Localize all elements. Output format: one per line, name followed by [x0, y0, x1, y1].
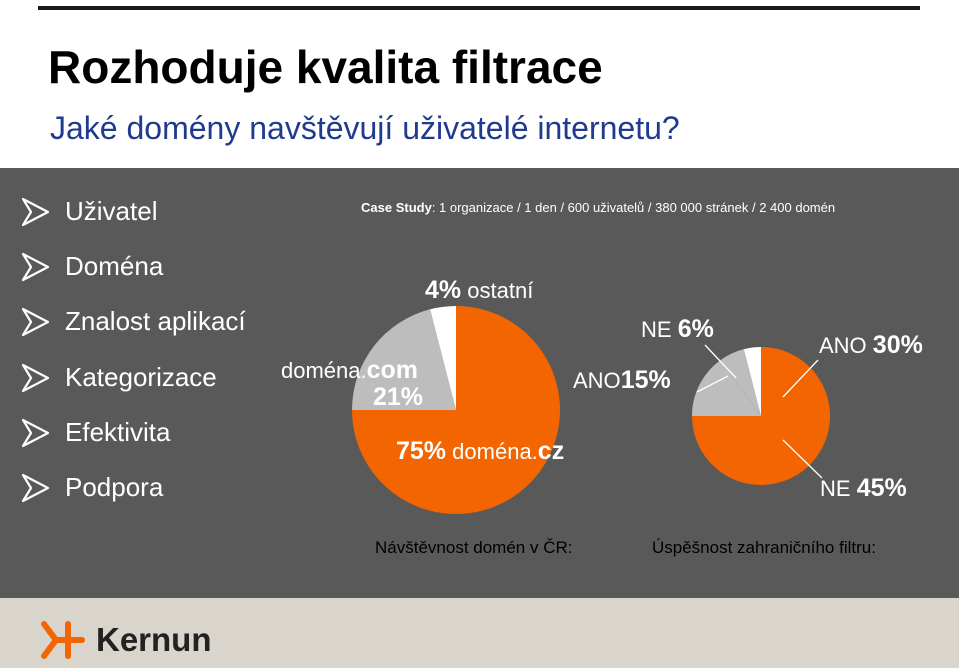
- arrowhead-bullet-icon: [21, 473, 50, 502]
- pie-slice-dom-na-com-1: [352, 309, 456, 410]
- label-ne6-pct: 6%: [677, 315, 714, 343]
- menu-item-podpora[interactable]: Podpora: [20, 472, 163, 503]
- menu-item-label: Uživatel: [65, 196, 158, 226]
- menu-item-label: Doména: [65, 251, 164, 281]
- label-ne45-pct: 45%: [856, 474, 907, 502]
- case-study-text: : 1 organizace / 1 den / 600 uživatelů /…: [431, 200, 836, 215]
- label-ostatni-pct: 4%: [425, 276, 462, 304]
- label-com-name-a: doména.: [281, 358, 367, 383]
- menu-item-kategorizace[interactable]: Kategorizace: [20, 362, 217, 393]
- label-com-pct: 21%: [373, 383, 423, 412]
- menu-item-label: Podpora: [65, 472, 164, 502]
- kernun-asterisk-icon: [41, 621, 85, 659]
- label-ne-45: NE 45%: [820, 474, 907, 503]
- menu-item-uzivatel[interactable]: Uživatel: [20, 196, 157, 227]
- label-cz-name-b: cz: [537, 437, 565, 465]
- pie-slice-blank-4: [743, 347, 761, 416]
- leader-line-ano-15: [696, 375, 729, 393]
- menu-item-efektivita[interactable]: Efektivita: [20, 417, 171, 448]
- pie-slice-ostatn--2: [430, 306, 456, 410]
- arrowhead-bullet-icon: [21, 197, 50, 226]
- pie-chart-filter-success: [692, 347, 831, 486]
- label-cz-pct: 75%: [396, 437, 447, 465]
- pie-slice-ano-2: [692, 360, 761, 416]
- label-ostatni: 4% ostatní: [425, 276, 533, 305]
- pie-slice-ne-1: [692, 416, 827, 486]
- label-com-pct-value: 21%: [373, 383, 424, 411]
- menu-item-label: Efektivita: [65, 417, 171, 447]
- label-com-name-b: com: [366, 356, 419, 384]
- pie-chart-domain-traffic: [352, 306, 560, 514]
- arrowhead-bullet-icon: [21, 418, 50, 447]
- label-ano15-pct: 15%: [620, 366, 671, 394]
- label-ano30-word: ANO: [819, 333, 873, 358]
- leader-line-ne-45: [782, 439, 823, 479]
- chart1-caption: Návštěvnost domén v ČR:: [375, 538, 573, 557]
- menu-item-domena[interactable]: Doména: [20, 251, 163, 282]
- footer-bar: Kernun: [0, 598, 959, 668]
- case-study-line: Case Study: 1 organizace / 1 den / 600 u…: [361, 200, 835, 215]
- top-rule: [38, 6, 920, 10]
- label-cz-name-a: doména.: [452, 439, 538, 464]
- logo-text: Kernun: [96, 621, 212, 658]
- page-title: Rozhoduje kvalita filtrace: [48, 41, 603, 93]
- chart2-caption: Úspěšnost zahraničního filtru:: [652, 538, 876, 557]
- label-ano15-word: ANO: [573, 368, 621, 393]
- arrowhead-bullet-icon: [21, 307, 50, 336]
- leader-line-ano-30: [782, 359, 819, 398]
- leader-lines: [696, 344, 823, 479]
- pie-slice-ne-3: [720, 349, 761, 416]
- menu-item-label: Znalost aplikací: [65, 306, 246, 336]
- pie-slice-ano-0: [761, 347, 831, 438]
- arrowhead-bullet-icon: [21, 252, 50, 281]
- label-doména-cz: 75% doména.cz: [396, 437, 564, 466]
- label-ne45-word: NE: [820, 476, 857, 501]
- label-doména-com: doména.com: [281, 356, 418, 385]
- page-subtitle: Jaké domény navštěvují uživatelé interne…: [50, 110, 680, 146]
- case-study-heading: Case Study: [361, 200, 432, 215]
- label-ano-30: ANO 30%: [819, 331, 923, 360]
- label-ostatni-name: ostatní: [467, 278, 534, 303]
- label-ano30-pct: 30%: [872, 331, 923, 359]
- leader-line-ne-6: [704, 344, 737, 379]
- menu-item-label: Kategorizace: [65, 362, 217, 392]
- label-ne6-word: NE: [641, 317, 678, 342]
- menu-item-znalost-aplikaci[interactable]: Znalost aplikací: [20, 306, 246, 337]
- label-ano-15: ANO15%: [573, 366, 671, 395]
- kernun-logo: Kernun: [36, 620, 212, 660]
- arrowhead-bullet-icon: [21, 363, 50, 392]
- label-ne-6: NE 6%: [641, 315, 714, 344]
